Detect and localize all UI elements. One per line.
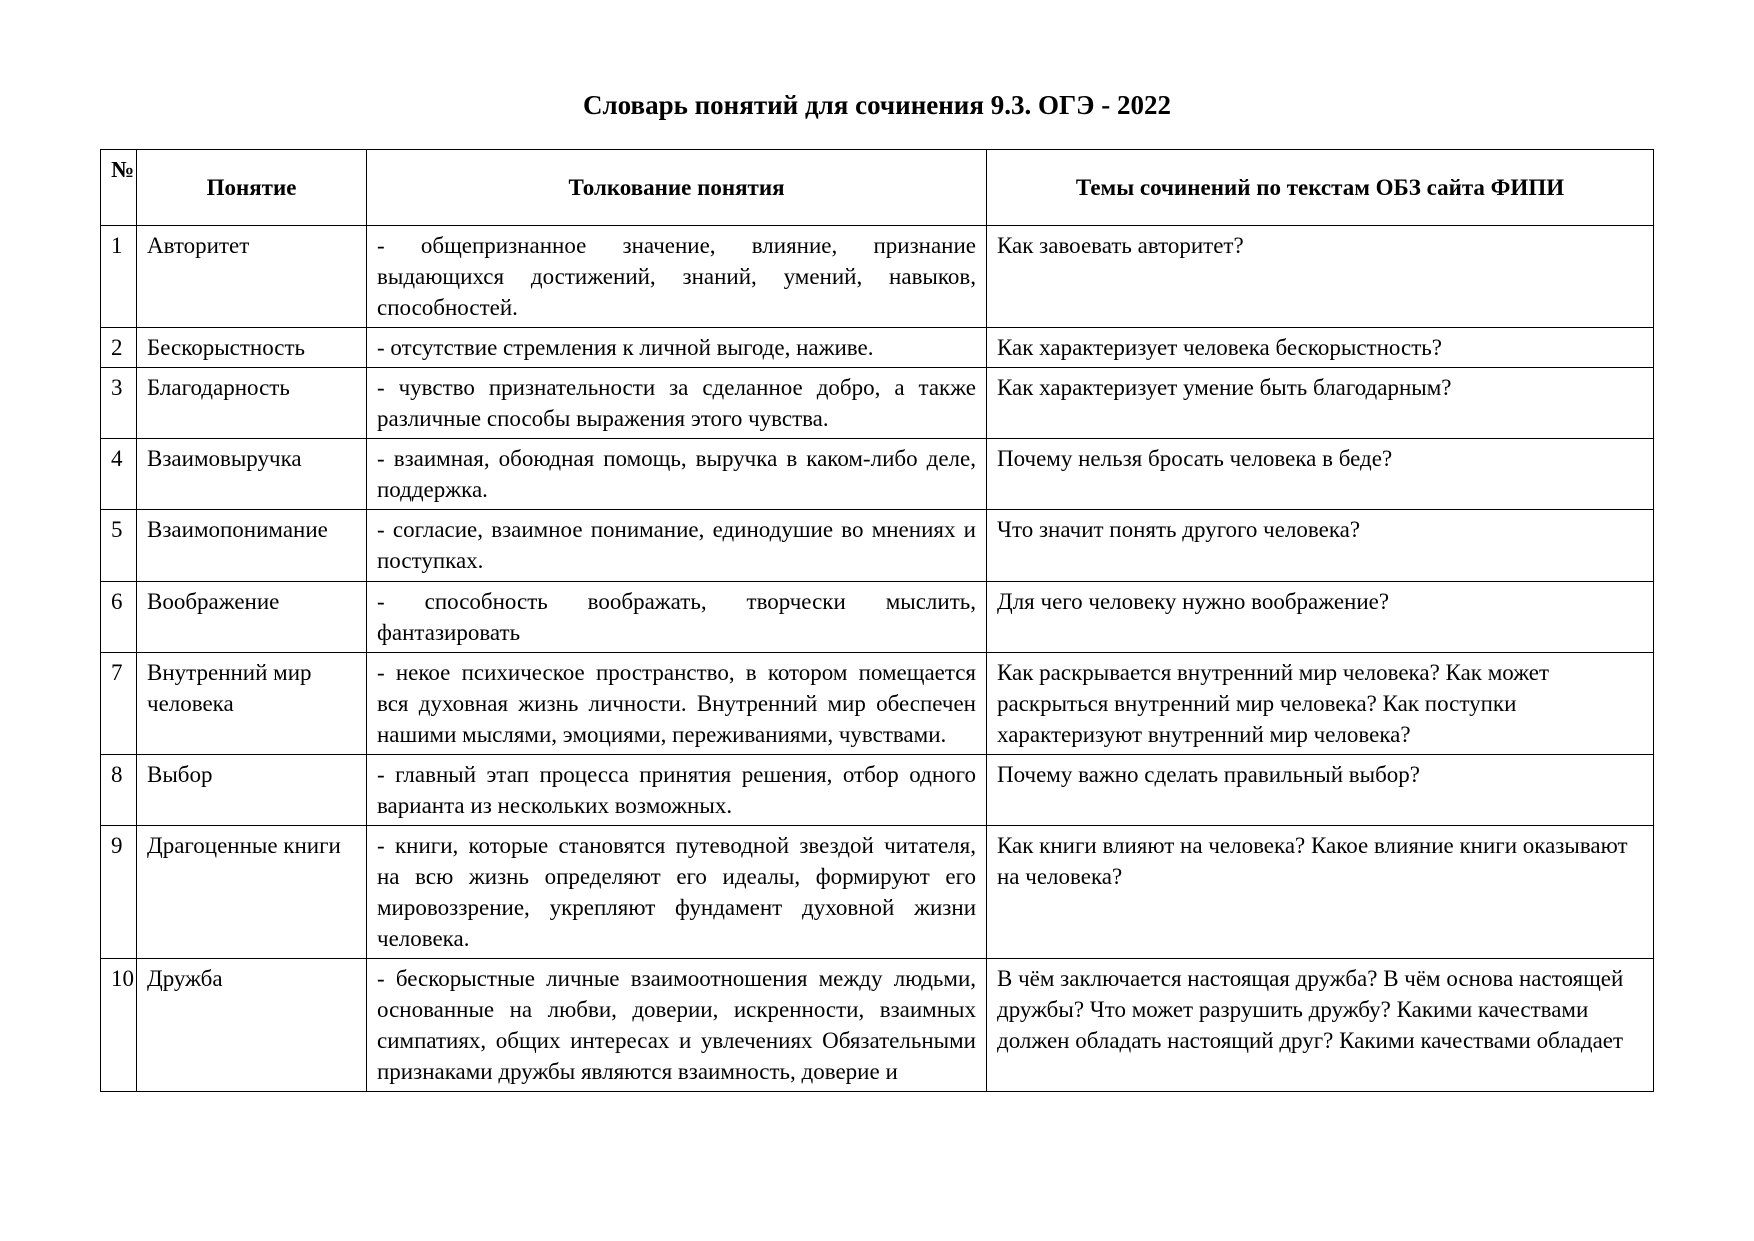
cell-num: 10 — [101, 959, 137, 1092]
cell-interpretation: - бескорыстные личные взаимоотношения ме… — [367, 959, 987, 1092]
cell-interpretation: - некое психическое пространство, в кото… — [367, 652, 987, 754]
table-row: 2Бескорыстность- отсутствие стремления к… — [101, 328, 1654, 368]
cell-interpretation: - взаимная, обоюдная помощь, выручка в к… — [367, 439, 987, 510]
cell-themes: Как завоевать авторитет? — [987, 226, 1654, 328]
cell-interpretation: - чувство признательности за сделанное д… — [367, 368, 987, 439]
col-header-concept: Понятие — [137, 150, 367, 226]
cell-concept: Выбор — [137, 754, 367, 825]
concepts-table: № Понятие Толкование понятия Темы сочине… — [100, 149, 1654, 1092]
cell-num: 6 — [101, 581, 137, 652]
cell-concept: Взаимопонимание — [137, 510, 367, 581]
cell-interpretation: - согласие, взаимное понимание, единодуш… — [367, 510, 987, 581]
cell-num: 5 — [101, 510, 137, 581]
cell-concept: Воображение — [137, 581, 367, 652]
col-header-interpretation: Толкование понятия — [367, 150, 987, 226]
table-header-row: № Понятие Толкование понятия Темы сочине… — [101, 150, 1654, 226]
table-row: 9Драгоценные книги- книги, которые стано… — [101, 825, 1654, 958]
cell-concept: Авторитет — [137, 226, 367, 328]
cell-interpretation: - книги, которые становятся путеводной з… — [367, 825, 987, 958]
cell-themes: Почему важно сделать правильный выбор? — [987, 754, 1654, 825]
table-row: 10Дружба- бескорыстные личные взаимоотно… — [101, 959, 1654, 1092]
cell-num: 7 — [101, 652, 137, 754]
cell-concept: Драгоценные книги — [137, 825, 367, 958]
col-header-themes: Темы сочинений по текстам ОБЗ сайта ФИПИ — [987, 150, 1654, 226]
cell-interpretation: - общепризнанное значение, влияние, приз… — [367, 226, 987, 328]
cell-themes: Почему нельзя бросать человека в беде? — [987, 439, 1654, 510]
table-row: 3Благодарность- чувство признательности … — [101, 368, 1654, 439]
table-row: 4Взаимовыручка- взаимная, обоюдная помощ… — [101, 439, 1654, 510]
cell-num: 9 — [101, 825, 137, 958]
cell-concept: Внутренний мир человека — [137, 652, 367, 754]
cell-themes: Как характеризует умение быть благодарны… — [987, 368, 1654, 439]
cell-themes: В чём заключается настоящая дружба? В чё… — [987, 959, 1654, 1092]
cell-num: 2 — [101, 328, 137, 368]
cell-num: 3 — [101, 368, 137, 439]
table-row: 7Внутренний мир человека- некое психичес… — [101, 652, 1654, 754]
cell-interpretation: - отсутствие стремления к личной выгоде,… — [367, 328, 987, 368]
table-row: 1Авторитет- общепризнанное значение, вли… — [101, 226, 1654, 328]
cell-themes: Как характеризует человека бескорыстност… — [987, 328, 1654, 368]
document-page: Словарь понятий для сочинения 9.3. ОГЭ -… — [0, 0, 1754, 1241]
cell-num: 8 — [101, 754, 137, 825]
cell-concept: Дружба — [137, 959, 367, 1092]
cell-num: 1 — [101, 226, 137, 328]
cell-num: 4 — [101, 439, 137, 510]
cell-concept: Бескорыстность — [137, 328, 367, 368]
cell-themes: Как раскрывается внутренний мир человека… — [987, 652, 1654, 754]
col-header-num: № — [101, 150, 137, 226]
cell-themes: Для чего человеку нужно воображение? — [987, 581, 1654, 652]
cell-interpretation: - главный этап процесса принятия решения… — [367, 754, 987, 825]
table-row: 5Взаимопонимание- согласие, взаимное пон… — [101, 510, 1654, 581]
table-row: 8Выбор- главный этап процесса принятия р… — [101, 754, 1654, 825]
table-body: 1Авторитет- общепризнанное значение, вли… — [101, 226, 1654, 1092]
cell-themes: Что значит понять другого человека? — [987, 510, 1654, 581]
cell-concept: Взаимовыручка — [137, 439, 367, 510]
cell-interpretation: - способность воображать, творчески мысл… — [367, 581, 987, 652]
cell-themes: Как книги влияют на человека? Какое влия… — [987, 825, 1654, 958]
table-row: 6Воображение- способность воображать, тв… — [101, 581, 1654, 652]
page-title: Словарь понятий для сочинения 9.3. ОГЭ -… — [100, 90, 1654, 121]
cell-concept: Благодарность — [137, 368, 367, 439]
